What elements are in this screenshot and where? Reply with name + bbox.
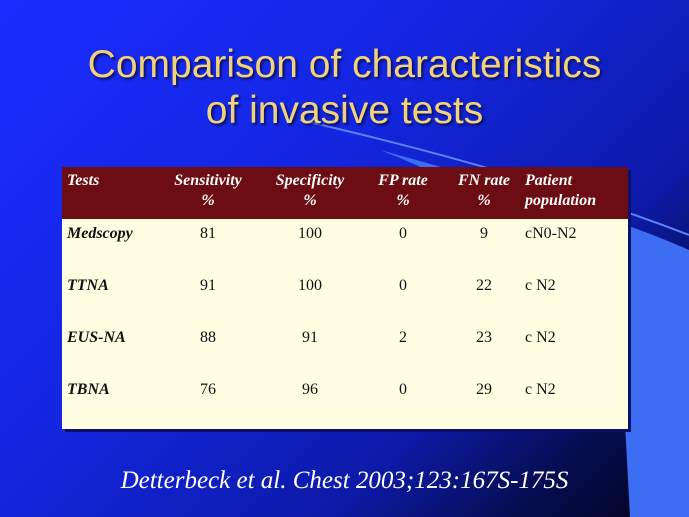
cell-sensitivity: 76 bbox=[200, 381, 216, 398]
comparison-table-panel: Tests Sensitivity% Specificity% FP rate%… bbox=[62, 167, 628, 429]
cell-patient-population: c N2 bbox=[525, 277, 556, 294]
cell-specificity: 100 bbox=[298, 277, 322, 294]
cell-sensitivity: 88 bbox=[200, 329, 216, 346]
title-line-2: of invasive tests bbox=[205, 89, 484, 132]
cell-specificity: 96 bbox=[302, 381, 318, 398]
cell-fn-rate: 9 bbox=[480, 225, 488, 242]
header-patient-population: Patient population bbox=[525, 172, 597, 209]
cell-patient-population: c N2 bbox=[525, 381, 556, 398]
cell-specificity: 91 bbox=[302, 329, 318, 346]
header-specificity: Specificity% bbox=[275, 172, 345, 209]
table-row: Medscopy 81 100 0 9 cN0-N2 bbox=[62, 219, 628, 271]
cell-fp-rate: 0 bbox=[399, 225, 407, 242]
cell-specificity: 100 bbox=[298, 225, 322, 242]
comparison-table: Tests Sensitivity% Specificity% FP rate%… bbox=[62, 167, 628, 427]
cell-fn-rate: 22 bbox=[476, 277, 492, 294]
title-line-1: Comparison of characteristics bbox=[87, 43, 602, 86]
table-header-row: Tests Sensitivity% Specificity% FP rate%… bbox=[62, 167, 628, 219]
header-fp-rate: FP rate% bbox=[378, 172, 428, 209]
header-fn-rate: FN rate% bbox=[458, 172, 510, 209]
cell-patient-population: c N2 bbox=[525, 329, 556, 346]
header-tests: Tests bbox=[67, 172, 100, 189]
cell-test-name: TBNA bbox=[67, 381, 110, 398]
cell-sensitivity: 91 bbox=[200, 277, 216, 294]
table-row: EUS-NA 88 91 2 23 c N2 bbox=[62, 323, 628, 375]
cell-patient-population: cN0-N2 bbox=[525, 225, 577, 242]
cell-fn-rate: 29 bbox=[476, 381, 492, 398]
cell-fn-rate: 23 bbox=[476, 329, 492, 346]
cell-test-name: Medscopy bbox=[67, 225, 133, 242]
header-sensitivity: Sensitivity% bbox=[174, 172, 242, 209]
slide-title: Comparison of characteristics of invasiv… bbox=[0, 42, 689, 134]
cell-fp-rate: 2 bbox=[399, 329, 407, 346]
cell-test-name: EUS-NA bbox=[67, 329, 126, 346]
cell-test-name: TTNA bbox=[67, 277, 109, 294]
cell-fp-rate: 0 bbox=[399, 381, 407, 398]
table-row: TTNA 91 100 0 22 c N2 bbox=[62, 271, 628, 323]
cell-fp-rate: 0 bbox=[399, 277, 407, 294]
citation: Detterbeck et al. Chest 2003;123:167S-17… bbox=[120, 467, 569, 494]
table-row: TBNA 76 96 0 29 c N2 bbox=[62, 375, 628, 427]
cell-sensitivity: 81 bbox=[200, 225, 216, 242]
